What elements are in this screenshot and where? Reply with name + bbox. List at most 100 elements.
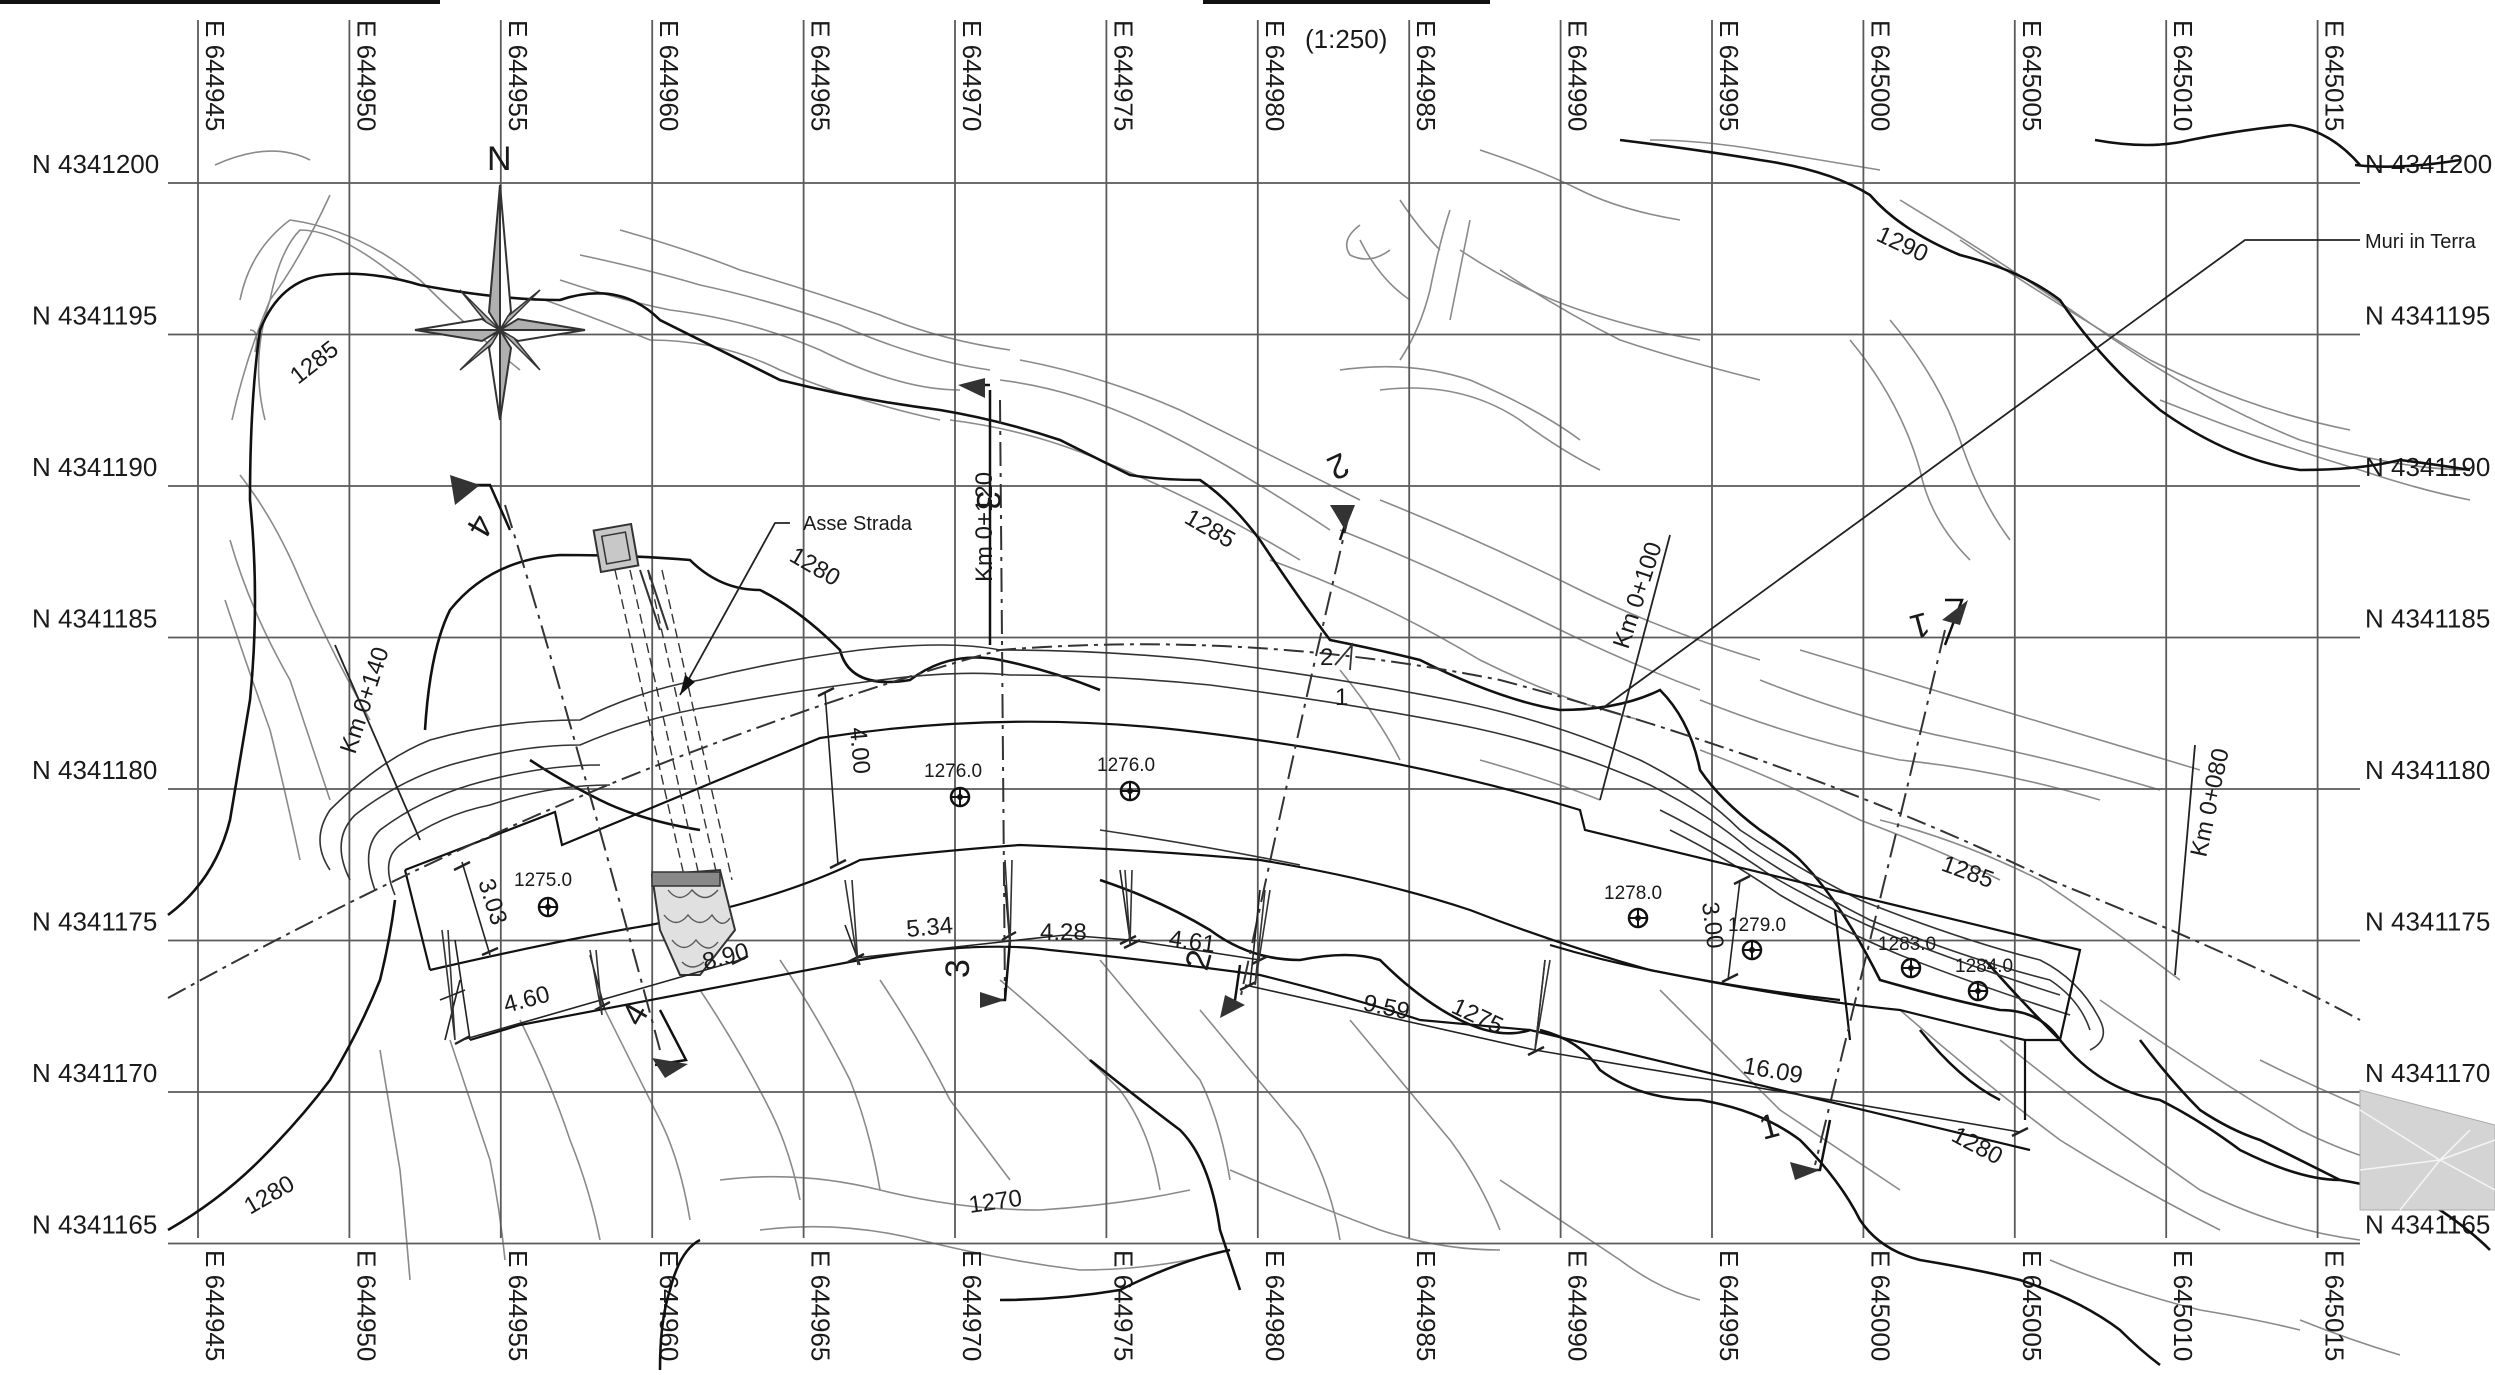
road-platform: [403, 720, 2082, 1152]
section-label: 1: [1906, 604, 1934, 646]
easting-label: E 644960: [654, 20, 684, 131]
road-axis-label: Asse Strada: [803, 513, 913, 535]
dimension-label: 3.03: [472, 876, 512, 929]
easting-label: E 645015: [2320, 20, 2350, 131]
easting-label: E 644975: [1108, 20, 1138, 131]
contour-label: 1270: [967, 1185, 1024, 1219]
easting-label: E 644995: [1714, 20, 1744, 131]
dimension-label: 3.00: [1696, 900, 1728, 950]
spot-elevation: 1276.0: [924, 761, 982, 782]
chainage-ticks: [334, 534, 2196, 976]
dimension-label: 4.28: [1040, 919, 1087, 946]
contour-label: 1285: [285, 336, 344, 390]
earth-walls-label: Muri in Terra: [2365, 231, 2477, 253]
dimension-label: 5.34: [905, 912, 954, 943]
spot-elevation: 1275.0: [514, 870, 572, 891]
section-cut-lines: [504, 399, 1946, 1166]
contour-label: 1285: [1180, 504, 1240, 554]
northing-label: N 4341185: [32, 604, 157, 634]
easting-label: E 645010: [2168, 20, 2198, 131]
northing-labels-left: N 4341200 N 4341195 N 4341190 N 4341185 N 43…: [32, 149, 159, 1240]
section-arrow-heads: [450, 378, 1968, 1180]
northing-label: N 4341165: [2365, 1210, 2490, 1240]
drainage-structure: [592, 522, 737, 976]
spot-elevation: 1283.0: [1878, 934, 1936, 955]
easting-label: E 645000: [1865, 1250, 1895, 1361]
curb-labels: 1 2: [1320, 644, 1348, 711]
easting-labels-top: E 644945 E 644950 E 644955 E 644960 E 644965…: [200, 20, 2350, 131]
mesh-patch: [2359, 1089, 2495, 1211]
northing-label: N 4341170: [2365, 1058, 2490, 1088]
easting-label: E 644965: [806, 1250, 836, 1361]
easting-label: E 644980: [1260, 20, 1290, 131]
easting-label: E 644945: [200, 1250, 230, 1361]
spot-elevation: 1279.0: [1728, 915, 1786, 936]
dimension-label: 9.59: [1361, 989, 1412, 1025]
easting-label: E 645010: [2168, 1250, 2198, 1361]
northing-label: N 4341185: [2365, 604, 2490, 634]
section-label: 3: [969, 491, 1007, 510]
curb-label: 1: [1335, 684, 1348, 711]
coordinate-grid: [168, 20, 2360, 1245]
northing-label: N 4341195: [2365, 301, 2490, 331]
easting-label: E 644985: [1411, 1250, 1441, 1361]
contour-label: 1280: [240, 1170, 300, 1220]
dimension-label: 4.00: [844, 726, 875, 775]
easting-label: E 644945: [200, 20, 230, 131]
road-axis: [167, 643, 2361, 1021]
easting-label: E 644990: [1563, 20, 1593, 131]
northing-label: N 4341175: [32, 907, 157, 937]
road-embankment: [319, 644, 2105, 1051]
slope-markers: [441, 859, 1551, 1051]
easting-label: E 645000: [1865, 20, 1895, 131]
contour-label: 1280: [785, 542, 845, 592]
spot-elevation-labels: 1275.0 1276.0 1276.0 1278.0 1279.0 1283.…: [514, 755, 2013, 977]
northing-label: N 4341170: [32, 1058, 157, 1088]
chainage-label: Km 0+120: [971, 472, 998, 582]
easting-label: E 644950: [351, 20, 381, 131]
northing-label: N 4341180: [32, 755, 157, 785]
section-label: 3: [939, 959, 977, 978]
easting-label: E 644960: [654, 1250, 684, 1361]
easting-label: E 645005: [2017, 20, 2047, 131]
easting-label: E 644985: [1411, 20, 1441, 131]
north-label: N: [487, 140, 512, 178]
easting-label: E 644995: [1714, 1250, 1744, 1361]
easting-label: E 644980: [1260, 1250, 1290, 1361]
easting-label: E 644990: [1563, 1250, 1593, 1361]
easting-label: E 644970: [957, 1250, 987, 1361]
dimension-label: 4.60: [501, 981, 553, 1019]
easting-label: E 644965: [806, 20, 836, 131]
chainage-label: Km 0+100: [1608, 539, 1668, 652]
compass-rose-icon: N: [414, 140, 586, 421]
spot-elevation: 1278.0: [1604, 883, 1662, 904]
easting-label: E 644975: [1108, 1250, 1138, 1361]
easting-labels-bottom: E 644945 E 644950 E 644955 E 644960 E 644965…: [200, 1250, 2350, 1361]
spot-elevation: 1284.0: [1955, 956, 2013, 977]
dimension-label: 4.61: [1167, 925, 1217, 958]
contour-lines-minor: [214, 139, 2481, 1356]
northing-label: N 4341165: [32, 1210, 157, 1240]
section-label: 4: [459, 508, 501, 543]
easting-label: E 645005: [2017, 1250, 2047, 1361]
easting-label: E 645015: [2320, 1250, 2350, 1361]
section-label: 2: [1321, 445, 1354, 487]
curb-label: 2: [1320, 644, 1333, 671]
northing-label: N 4341175: [2365, 907, 2490, 937]
northing-label: N 4341195: [32, 301, 157, 331]
northing-label: N 4341200: [32, 149, 159, 179]
chainage-label: Km 0+140: [335, 644, 395, 757]
callout-arrowheads: [680, 675, 695, 695]
easting-label: E 644955: [503, 1250, 533, 1361]
northing-label: N 4341190: [2365, 452, 2490, 482]
northing-label: N 4341180: [2365, 755, 2490, 785]
spot-elevation: 1276.0: [1097, 755, 1155, 776]
contour-label: 1290: [1872, 221, 1932, 268]
northing-label: N 4341190: [32, 452, 157, 482]
easting-label: E 644955: [503, 20, 533, 131]
dimension-ticks: [453, 686, 2029, 1138]
easting-label: E 644970: [957, 20, 987, 131]
